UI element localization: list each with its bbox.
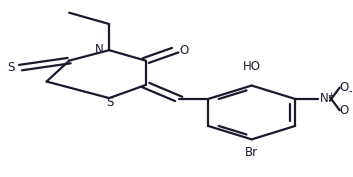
Text: +: + <box>328 91 334 100</box>
Text: O: O <box>180 44 189 57</box>
Text: O: O <box>339 81 348 94</box>
Text: -: - <box>348 86 352 96</box>
Text: O: O <box>339 104 348 117</box>
Text: S: S <box>106 96 114 109</box>
Text: Br: Br <box>245 146 258 159</box>
Text: N: N <box>320 92 329 105</box>
Text: N: N <box>95 43 104 56</box>
Text: HO: HO <box>243 60 261 73</box>
Text: S: S <box>7 61 14 74</box>
